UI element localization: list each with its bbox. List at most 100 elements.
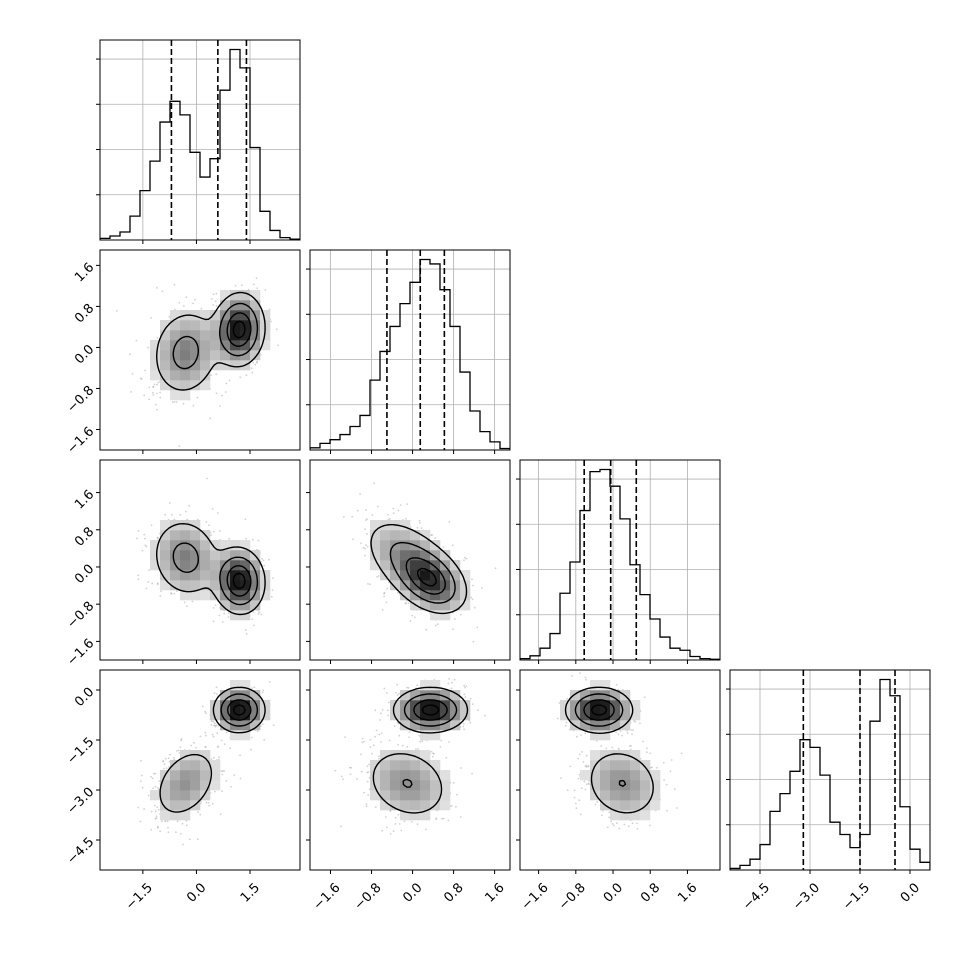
panel-content-p2-vs-p1: [343, 482, 497, 642]
histogram-p1: [310, 260, 510, 450]
scatter-point: [140, 760, 142, 762]
scatter-point: [443, 546, 445, 548]
scatter-point: [213, 757, 215, 759]
density-cell: [400, 550, 410, 560]
density-cell: [230, 610, 240, 620]
scatter-point: [217, 512, 219, 514]
scatter-point: [150, 829, 152, 831]
scatter-point: [180, 740, 182, 742]
scatter-point: [386, 827, 388, 829]
scatter-point: [265, 289, 267, 291]
scatter-point: [176, 590, 178, 592]
scatter-point: [257, 730, 259, 732]
scatter-point: [206, 802, 208, 804]
density-cell: [190, 580, 200, 590]
scatter-point: [213, 725, 215, 727]
density-cell: [430, 730, 440, 740]
scatter-point: [443, 818, 445, 820]
scatter-point: [208, 802, 210, 804]
scatter-point: [228, 612, 230, 614]
scatter-point: [235, 285, 237, 287]
density-cell: [410, 790, 420, 800]
scatter-point: [269, 681, 271, 683]
scatter-point: [469, 722, 471, 724]
scatter-point: [425, 829, 427, 831]
scatter-point: [159, 830, 161, 832]
scatter-point: [177, 820, 179, 822]
scatter-point: [419, 520, 421, 522]
scatter-point: [205, 735, 207, 737]
density-cell: [170, 790, 180, 800]
scatter-point: [472, 599, 474, 601]
density-cell: [390, 780, 400, 790]
scatter-point: [155, 786, 157, 788]
scatter-point: [200, 801, 202, 803]
scatter-point: [186, 824, 188, 826]
scatter-point: [193, 405, 195, 407]
scatter-point: [470, 597, 472, 599]
scatter-point: [382, 609, 384, 611]
scatter-point: [371, 753, 373, 755]
scatter-point: [148, 399, 150, 401]
scatter-point: [466, 685, 468, 687]
scatter-point: [164, 763, 166, 765]
scatter-point: [259, 611, 261, 613]
scatter-point: [251, 687, 253, 689]
density-cell: [180, 520, 190, 530]
scatter-point: [230, 786, 232, 788]
scatter-point: [432, 756, 434, 758]
scatter-point: [156, 815, 158, 817]
scatter-point: [154, 805, 156, 807]
density-cell: [390, 790, 400, 800]
density-cell: [190, 790, 200, 800]
density-cell: [210, 780, 220, 790]
density-cell: [170, 530, 180, 540]
scatter-point: [205, 712, 207, 714]
scatter-point: [397, 510, 399, 512]
density-cell: [190, 770, 200, 780]
density-cell: [180, 560, 190, 570]
scatter-point: [250, 749, 252, 751]
scatter-point: [253, 362, 255, 364]
scatter-point: [152, 787, 154, 789]
scatter-point: [215, 300, 217, 302]
scatter-point: [152, 778, 154, 780]
scatter-point: [138, 579, 140, 581]
scatter-point: [362, 738, 364, 740]
scatter-point: [456, 794, 458, 796]
density-cell: [400, 790, 410, 800]
y-tick-label-p2-0: −1.6: [64, 636, 97, 669]
scatter-point: [471, 773, 473, 775]
y-tick-label-p1-3: 0.8: [72, 301, 97, 326]
scatter-point: [204, 711, 206, 713]
scatter-point: [164, 514, 166, 516]
scatter-point: [376, 576, 378, 578]
scatter-point: [158, 780, 160, 782]
scatter-point: [204, 732, 206, 734]
scatter-point: [159, 595, 161, 597]
scatter-point: [252, 539, 254, 541]
scatter-point: [167, 827, 169, 829]
density-cell: [180, 540, 190, 550]
scatter-point: [162, 290, 164, 292]
density-cell: [380, 760, 390, 770]
scatter-point: [476, 627, 478, 629]
scatter-point: [366, 533, 368, 535]
scatter-point: [367, 546, 369, 548]
density-cell: [430, 560, 440, 570]
scatter-point: [408, 602, 410, 604]
scatter-point: [440, 746, 442, 748]
density-cell: [260, 310, 270, 320]
scatter-point: [495, 567, 497, 569]
scatter-point: [215, 604, 217, 606]
scatter-point: [380, 741, 382, 743]
scatter-point: [383, 596, 385, 598]
scatter-point: [477, 709, 479, 711]
panel-p0-vs-p0: [96, 40, 300, 244]
scatter-point: [176, 750, 178, 752]
scatter-point: [212, 508, 214, 510]
density-cell: [400, 530, 410, 540]
scatter-point: [168, 831, 170, 833]
scatter-point: [397, 694, 399, 696]
